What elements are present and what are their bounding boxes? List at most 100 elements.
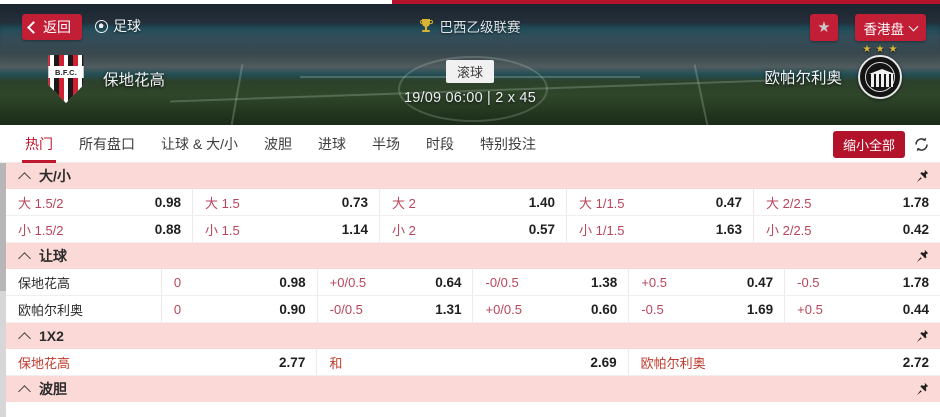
away-team-name: 欧帕尔利奥 xyxy=(764,70,842,87)
odds-type-label: 香港盘 xyxy=(863,21,905,37)
odds-cell[interactable]: 大 1.5 0.73 xyxy=(193,189,380,215)
pin-icon[interactable] xyxy=(916,249,929,263)
top-accent-rule xyxy=(0,0,940,4)
markets-scrollbar[interactable] xyxy=(0,163,6,417)
tab-hot[interactable]: 热门 xyxy=(12,125,66,163)
odds-label: +0/0.5 xyxy=(329,274,367,290)
tab-handicap-ou[interactable]: 让球 & 大/小 xyxy=(148,125,251,163)
star-icon: ★ xyxy=(862,44,872,55)
odds-label: 小 2/2.5 xyxy=(766,222,812,238)
odds-cell[interactable]: +0.5 0.44 xyxy=(785,296,940,322)
chevron-up-icon xyxy=(18,331,31,345)
tab-period[interactable]: 时段 xyxy=(413,125,467,163)
tab-label: 热门 xyxy=(25,135,53,152)
tab-label: 让球 & 大/小 xyxy=(161,135,239,152)
odds-cell[interactable]: 小 1.5/2 0.88 xyxy=(6,216,193,242)
odds-value: 1.78 xyxy=(902,274,929,290)
pitch-center-circle xyxy=(398,56,548,122)
tab-label: 进球 xyxy=(318,135,347,152)
pin-icon[interactable] xyxy=(916,169,929,183)
odds-cell[interactable]: +0.5 0.47 xyxy=(629,269,786,295)
odds-value: 0.42 xyxy=(902,221,929,237)
away-team: ★ ★ ★ 欧帕尔利奥 xyxy=(764,44,902,99)
breadcrumb-sport[interactable]: 足球 xyxy=(95,16,141,36)
odds-cell[interactable]: +0/0.5 0.60 xyxy=(473,296,630,322)
odds-cell-team[interactable]: 保地花高 xyxy=(6,269,162,295)
odds-cell[interactable]: 0 0.98 xyxy=(162,269,318,295)
chevron-up-icon xyxy=(18,171,31,185)
tab-label: 所有盘口 xyxy=(79,135,135,152)
odds-cell[interactable]: 大 2/2.5 1.78 xyxy=(754,189,940,215)
odds-label: 大 1.5/2 xyxy=(18,195,64,211)
odds-value: 1.78 xyxy=(902,194,929,210)
section-header-1x2[interactable]: 1X2 xyxy=(6,323,940,349)
odds-cell[interactable]: -0.5 1.69 xyxy=(629,296,786,322)
odds-cell-draw[interactable]: 和 2.69 xyxy=(317,349,629,375)
odds-cell[interactable]: 小 1/1.5 1.63 xyxy=(567,216,754,242)
odds-value: 2.77 xyxy=(279,354,306,370)
top-accent-rule-white xyxy=(0,0,392,4)
pin-icon[interactable] xyxy=(916,329,929,343)
markets-list: 大/小 大 1.5/2 0.98 大 1.5 0.73 大 2 1.40 大 1/1.… xyxy=(6,163,940,417)
away-team-stars: ★ ★ ★ xyxy=(863,44,898,55)
odds-cell[interactable]: 大 2 1.40 xyxy=(380,189,567,215)
team-label: 欧帕尔利奥 xyxy=(18,302,84,318)
favorite-button[interactable]: ★ xyxy=(810,14,838,41)
trophy-icon xyxy=(419,19,433,33)
odds-cell-team[interactable]: 欧帕尔利奥 xyxy=(6,296,162,322)
section-title: 波胆 xyxy=(39,381,67,397)
team-label: 保地花高 xyxy=(18,275,71,291)
pin-icon[interactable] xyxy=(916,382,929,396)
hero-top-bar: 返回 足球 巴西乙级联赛 ★ 香港盘 xyxy=(0,4,940,48)
collapse-all-button[interactable]: 缩小全部 xyxy=(832,130,905,158)
section-title: 让球 xyxy=(39,248,67,264)
tab-goals[interactable]: 进球 xyxy=(305,125,359,163)
odds-label: 小 1.5 xyxy=(205,222,240,238)
odds-cell[interactable]: 小 2/2.5 0.42 xyxy=(754,216,940,242)
tab-correct-score[interactable]: 波胆 xyxy=(251,125,305,163)
league-title: 巴西乙级联赛 xyxy=(0,16,940,36)
league-title-label: 巴西乙级联赛 xyxy=(439,20,521,35)
odds-value: 1.63 xyxy=(715,221,742,237)
section-header-handicap[interactable]: 让球 xyxy=(6,243,940,269)
refresh-icon[interactable] xyxy=(913,136,930,153)
odds-cell[interactable]: -0/0.5 1.38 xyxy=(473,269,630,295)
odds-cell[interactable]: -0/0.5 1.31 xyxy=(318,296,474,322)
odds-cell[interactable]: +0/0.5 0.64 xyxy=(318,269,474,295)
chevron-up-icon xyxy=(18,384,31,398)
tab-label: 半场 xyxy=(372,135,401,152)
odds-cell-home-win[interactable]: 保地花高 2.77 xyxy=(6,349,318,375)
markets-scrollbar-thumb[interactable] xyxy=(0,163,6,291)
home-crest-text: B.F.C. xyxy=(54,67,78,77)
section-title: 大/小 xyxy=(39,168,71,184)
odds-value: 1.14 xyxy=(341,221,368,237)
odds-cell[interactable]: 大 1.5/2 0.98 xyxy=(6,189,193,215)
odds-value: 2.69 xyxy=(590,354,617,370)
market-tab-bar: 热门 所有盘口 让球 & 大/小 波胆 进球 半场 时段 特别投注 缩小全部 xyxy=(0,125,940,163)
odds-cell[interactable]: -0.5 1.78 xyxy=(785,269,940,295)
odds-label: 保地花高 xyxy=(18,355,71,371)
odds-label: 大 1/1.5 xyxy=(579,195,625,211)
odds-value: 0.47 xyxy=(715,194,742,210)
odds-cell-away-win[interactable]: 欧帕尔利奥 2.72 xyxy=(629,349,940,375)
odds-label: +0/0.5 xyxy=(485,301,522,317)
odds-label: -0/0.5 xyxy=(329,301,363,317)
market-row-under: 小 1.5/2 0.88 小 1.5 1.14 小 2 0.57 小 1/1.5 1.6… xyxy=(6,216,940,243)
odds-cell[interactable]: 0 0.90 xyxy=(162,296,318,322)
market-row-handicap-away: 欧帕尔利奥 0 0.90 -0/0.5 1.31 +0/0.5 0.60 -0.5 1.… xyxy=(6,296,940,323)
tab-half[interactable]: 半场 xyxy=(359,125,413,163)
section-header-correct-score[interactable]: 波胆 xyxy=(6,376,940,402)
odds-label: -0.5 xyxy=(797,274,820,290)
section-header-over-under[interactable]: 大/小 xyxy=(6,163,940,189)
tab-all-markets[interactable]: 所有盘口 xyxy=(66,125,148,163)
odds-type-selector[interactable]: 香港盘 xyxy=(854,14,926,41)
odds-label: 小 1/1.5 xyxy=(579,222,625,238)
odds-cell[interactable]: 小 2 0.57 xyxy=(380,216,567,242)
odds-cell[interactable]: 大 1/1.5 0.47 xyxy=(567,189,754,215)
odds-value: 0.98 xyxy=(279,274,306,290)
tab-special-bets[interactable]: 特别投注 xyxy=(467,125,549,163)
odds-cell[interactable]: 小 1.5 1.14 xyxy=(193,216,380,242)
match-status: 滚球 19/09 06:00 | 2 x 45 xyxy=(0,60,940,106)
back-button[interactable]: 返回 xyxy=(22,14,82,40)
